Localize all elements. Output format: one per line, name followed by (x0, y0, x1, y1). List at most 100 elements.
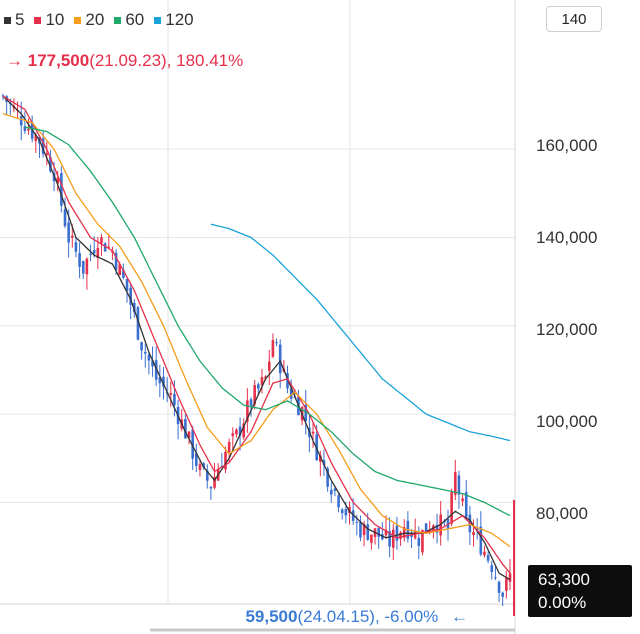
candle (140, 341, 143, 360)
candle-body (326, 468, 329, 487)
max-price-marker: → 177,500(21.09.23), 180.41% (6, 51, 243, 71)
candle-body (49, 157, 52, 172)
candle-body (195, 453, 198, 466)
candle-body (140, 342, 143, 351)
candle (154, 346, 158, 387)
candle-body (421, 529, 424, 553)
candle-body (107, 246, 111, 248)
candle-body (78, 253, 81, 267)
candle (329, 482, 333, 503)
candle (209, 486, 213, 500)
candle-body (67, 222, 70, 243)
candle (501, 591, 505, 607)
candle-body (417, 537, 421, 546)
candle-body (457, 475, 461, 495)
candle-body (508, 573, 512, 582)
period-button[interactable]: 140 (546, 6, 602, 32)
candle-body (340, 509, 344, 514)
candle (402, 519, 406, 542)
candle (246, 388, 249, 433)
ma20-line (2, 113, 511, 548)
candle-body (366, 524, 370, 540)
legend-ma120[interactable]: 120 (154, 10, 194, 30)
candle (435, 513, 439, 544)
candle (453, 459, 457, 501)
candle-body (344, 508, 348, 516)
y-tick-label: 160,000 (536, 136, 598, 155)
candle-body (63, 209, 67, 227)
candle-body (399, 532, 402, 539)
candle (340, 507, 344, 520)
candle-body (143, 352, 147, 354)
legend-ma5[interactable]: 5 (4, 10, 24, 30)
candle (143, 343, 147, 368)
candle-body (249, 399, 253, 406)
candle (23, 111, 27, 134)
candle (253, 379, 256, 410)
candle (461, 493, 464, 507)
candle-body (198, 464, 202, 471)
legend-ma20[interactable]: 20 (74, 10, 104, 30)
candle (184, 414, 187, 439)
candle-body (27, 128, 30, 131)
candle (275, 338, 278, 347)
candle (457, 470, 461, 509)
candle (486, 551, 490, 564)
legend-ma60[interactable]: 60 (114, 10, 144, 30)
candle-body (337, 495, 340, 508)
candle-body (424, 523, 428, 534)
candle (289, 379, 293, 403)
candle-body (479, 526, 483, 555)
candle-body (136, 307, 140, 340)
ma10-line (2, 95, 511, 574)
candle (213, 462, 216, 490)
candle (370, 534, 373, 550)
candle-body (494, 577, 497, 579)
candle-body (384, 529, 388, 536)
candle-body (257, 384, 260, 389)
candle-body (231, 433, 235, 437)
candle (242, 418, 246, 440)
legend-ma10[interactable]: 10 (34, 10, 64, 30)
candle-body (89, 253, 92, 255)
candle (74, 237, 78, 258)
candle (198, 458, 202, 477)
candle-body (391, 529, 395, 548)
candle (490, 560, 494, 580)
candle-body (333, 488, 337, 491)
candle (377, 527, 380, 549)
legend-label: 120 (165, 10, 194, 29)
candle (49, 150, 52, 173)
candle-body (289, 388, 293, 399)
candle-body (311, 431, 315, 434)
candle-body (413, 531, 417, 539)
candle-body (19, 115, 23, 126)
candle-body (224, 451, 227, 470)
candle (450, 488, 453, 527)
candle-body (395, 525, 399, 541)
ma60-line (24, 126, 511, 517)
candle-body (278, 344, 282, 374)
candle-body (60, 173, 63, 206)
candle (81, 260, 85, 280)
candle (373, 527, 377, 545)
candle (191, 425, 194, 471)
candle-body (151, 360, 154, 367)
candle (333, 487, 337, 497)
candle-body (501, 592, 505, 597)
candle-body (370, 534, 373, 543)
legend-label: 20 (85, 10, 105, 29)
legend-label: 10 (45, 10, 65, 29)
candle (176, 399, 180, 440)
legend-label: 5 (15, 10, 25, 29)
current-price-change: 0.00% (538, 593, 587, 612)
candle (220, 453, 224, 468)
candle-body (355, 521, 359, 523)
candle-body (74, 242, 78, 252)
legend-swatch-icon (74, 16, 82, 24)
candle-body (187, 431, 191, 439)
ma5-line (2, 95, 511, 581)
candle (45, 141, 49, 166)
candle-body (388, 531, 391, 547)
